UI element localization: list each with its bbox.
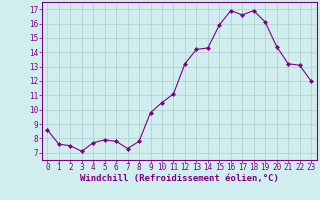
X-axis label: Windchill (Refroidissement éolien,°C): Windchill (Refroidissement éolien,°C) — [80, 174, 279, 183]
